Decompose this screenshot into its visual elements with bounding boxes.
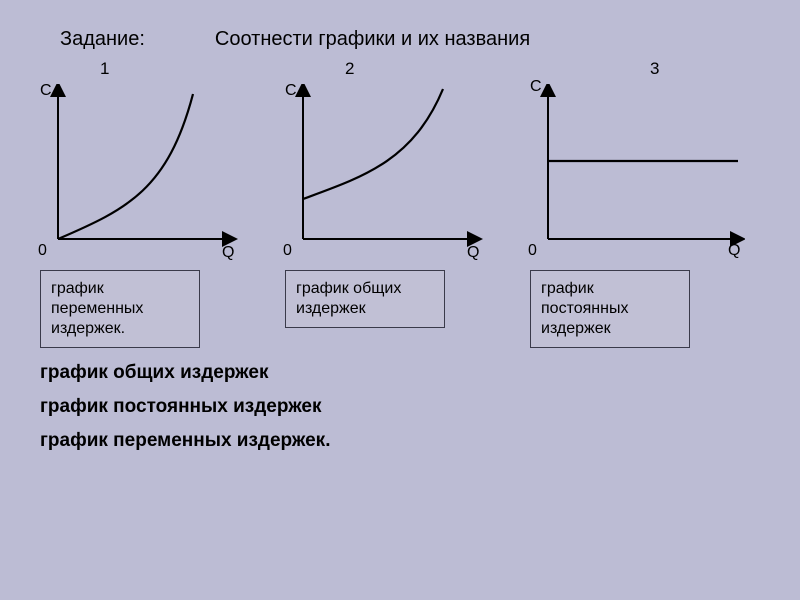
header: Задание: Соотнести графики и их названия bbox=[0, 0, 800, 51]
option-2: график постоянных издержек bbox=[40, 396, 800, 418]
x-axis-label-1: Q bbox=[222, 244, 234, 262]
chart-svg-1 bbox=[40, 84, 240, 259]
origin-label-2: 0 bbox=[283, 242, 292, 260]
y-axis-label-3: С bbox=[530, 78, 542, 96]
curve-2 bbox=[303, 89, 443, 199]
answer-box-1: график переменных издержек. bbox=[40, 270, 200, 348]
task-title: Соотнести графики и их названия bbox=[215, 28, 530, 51]
chart-svg-2 bbox=[285, 84, 485, 259]
chart-svg-3 bbox=[530, 84, 745, 259]
task-label: Задание: bbox=[60, 28, 145, 51]
answer-box-2: график общих издержек bbox=[285, 270, 445, 328]
chart-number-3: 3 bbox=[650, 59, 659, 79]
option-3: график переменных издержек. bbox=[40, 430, 800, 452]
answer-boxes-row: график переменных издержек. график общих… bbox=[0, 264, 800, 348]
charts-row: 1 С 0 Q bbox=[0, 51, 800, 264]
x-axis-label-2: Q bbox=[467, 244, 479, 262]
chart-block-1: 1 С 0 Q bbox=[40, 59, 285, 264]
chart-number-1: 1 bbox=[100, 59, 109, 79]
option-1: график общих издержек bbox=[40, 362, 800, 384]
y-axis-label-1: С bbox=[40, 82, 52, 100]
y-axis-label-2: С bbox=[285, 82, 297, 100]
x-axis-label-3: Q bbox=[728, 242, 740, 260]
answer-box-3: график постоянных издержек bbox=[530, 270, 690, 348]
curve-1 bbox=[58, 94, 193, 239]
chart-1: С 0 Q bbox=[40, 84, 240, 264]
options-list: график общих издержек график постоянных … bbox=[0, 348, 800, 452]
origin-label-3: 0 bbox=[528, 242, 537, 260]
chart-number-2: 2 bbox=[345, 59, 354, 79]
origin-label-1: 0 bbox=[38, 242, 47, 260]
chart-block-2: 2 С 0 Q bbox=[285, 59, 530, 264]
chart-2: С 0 Q bbox=[285, 84, 485, 264]
chart-3: С 0 Q bbox=[530, 84, 745, 264]
chart-block-3: 3 С 0 Q bbox=[530, 59, 775, 264]
